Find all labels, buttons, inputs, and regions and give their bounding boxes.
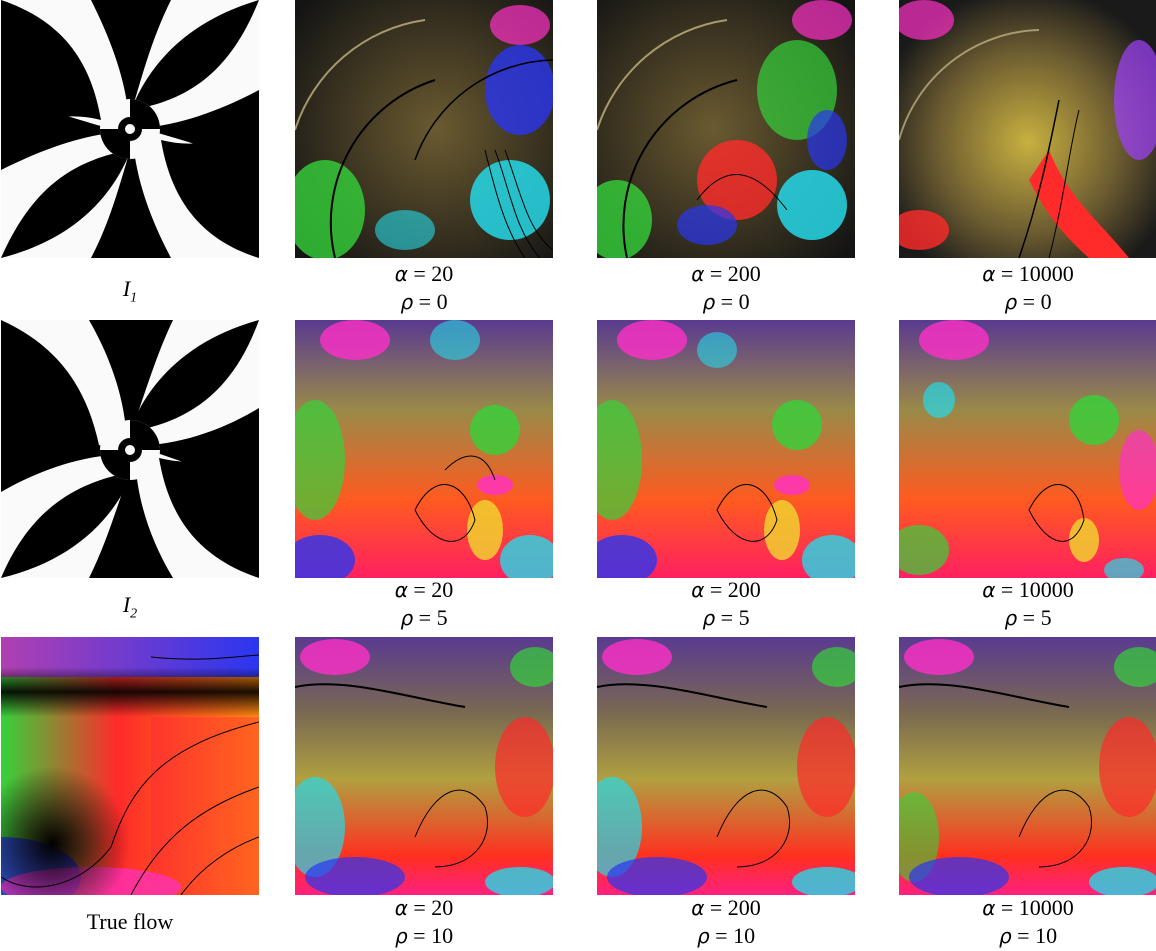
flow-a10000-r0 (899, 0, 1156, 258)
image-true-flow (1, 637, 259, 895)
caption-a10000-r0: α = 10000 ρ = 0 (982, 261, 1074, 314)
flow-a20-r10 (295, 637, 553, 895)
row-label-i1: I1 (122, 276, 138, 306)
image-i2-checkerboard (1, 320, 259, 578)
flow-a200-r0 (597, 0, 855, 258)
caption-a20-r0: α = 20 ρ = 0 (394, 261, 454, 314)
caption-a20-r10: α = 20 ρ = 10 (394, 895, 454, 948)
image-i1-checkerboard (1, 0, 259, 258)
flow-a10000-r10 (899, 637, 1156, 895)
caption-a200-r5: α = 200 ρ = 5 (691, 577, 761, 630)
flow-a10000-r5 (899, 320, 1156, 578)
caption-a10000-r10: α = 10000 ρ = 10 (982, 895, 1074, 948)
row-label-i2: I2 (122, 592, 138, 622)
flow-a200-r5 (597, 320, 855, 578)
caption-a10000-r5: α = 10000 ρ = 5 (982, 577, 1074, 630)
flow-a20-r0 (295, 0, 553, 258)
row-label-true-flow: True flow (86, 909, 174, 934)
flow-a20-r5 (295, 320, 553, 578)
caption-a200-r10: α = 200 ρ = 10 (691, 895, 761, 948)
flow-a200-r10 (597, 637, 855, 895)
caption-a200-r0: α = 200 ρ = 0 (691, 261, 761, 314)
caption-a20-r5: α = 20 ρ = 5 (394, 577, 454, 630)
